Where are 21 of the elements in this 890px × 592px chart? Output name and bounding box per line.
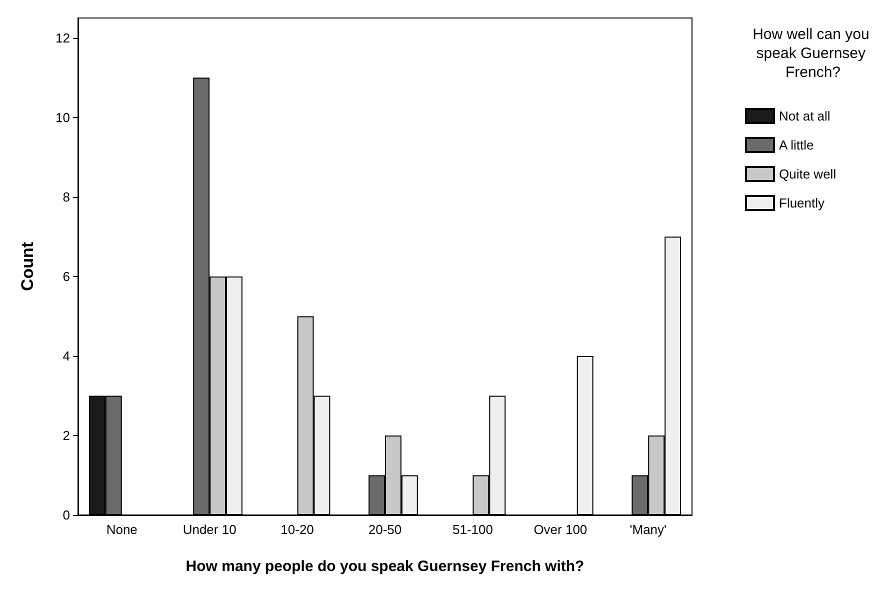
- y-tick-label: 12: [56, 30, 70, 46]
- x-tick-label: None: [106, 522, 138, 537]
- y-tick-label: 2: [62, 428, 70, 443]
- y-tick-label: 4: [62, 348, 70, 364]
- x-tick-label: 20-50: [368, 522, 402, 537]
- y-tick-label: 8: [62, 189, 70, 204]
- legend-label: Not at all: [779, 108, 830, 124]
- legend-title: How well can you speak Guernsey French?: [752, 26, 874, 81]
- legend-label: A little: [779, 138, 814, 152]
- legend-label: Fluently: [779, 196, 826, 210]
- y-tick-label: 10: [56, 110, 70, 125]
- x-axis-title: How many people do you speak Guernsey French with?: [186, 558, 584, 575]
- x-tick-label: 'Many': [630, 522, 667, 537]
- x-tick-label: 10-20: [280, 522, 314, 537]
- x-tick-label: Over 100: [534, 522, 588, 537]
- y-tick-label: 0: [62, 508, 70, 522]
- y-axis-title: Count: [18, 242, 37, 292]
- x-tick-label: Under 10: [182, 522, 236, 537]
- y-tick-label: 6: [62, 268, 70, 284]
- legend-label: Quite well: [779, 166, 836, 182]
- x-tick-label: 51-100: [452, 522, 493, 537]
